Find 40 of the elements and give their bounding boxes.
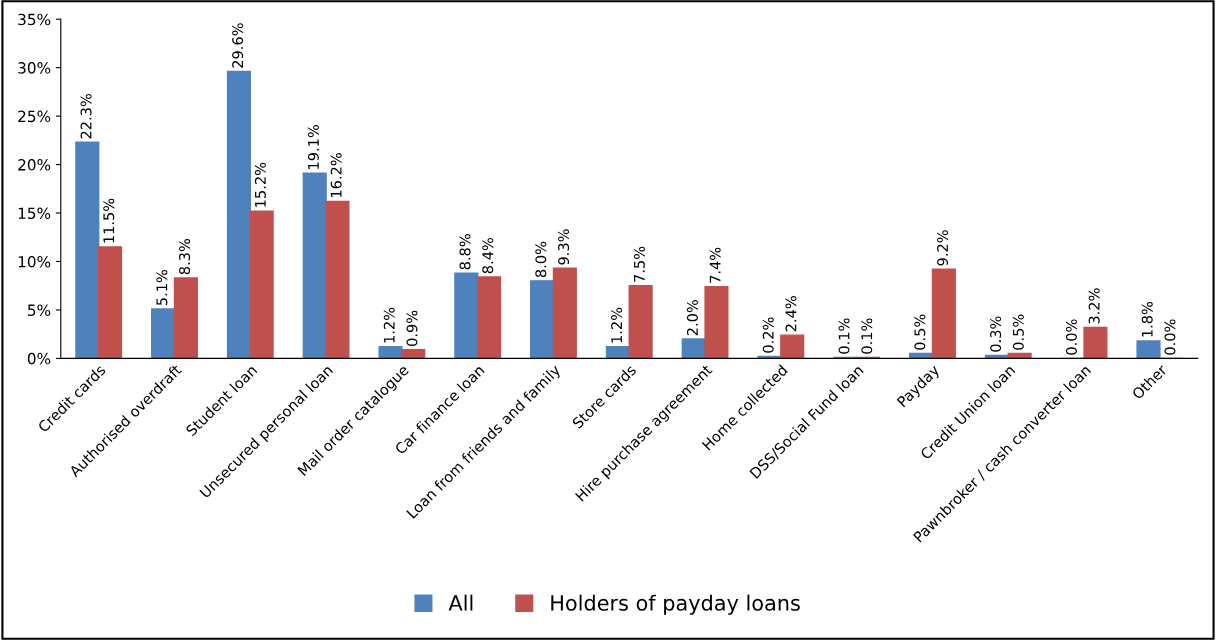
y-tick-label: 25%	[18, 110, 51, 123]
y-tick-label: 5%	[28, 304, 51, 316]
y-tick-label: 0%	[27, 352, 51, 365]
data-label: 0.1%	[861, 318, 873, 354]
data-label: 9.3%	[558, 229, 570, 265]
data-label: 3.2%	[1088, 288, 1100, 324]
data-label: 9.2%	[937, 230, 949, 266]
y-tick-label: 35%	[18, 13, 51, 26]
data-label: 5.1%	[156, 269, 168, 306]
data-label: 29.6%	[232, 23, 244, 68]
data-label: 1.2%	[611, 307, 623, 343]
data-label: 0.5%	[1012, 314, 1024, 350]
data-label: 22.3%	[80, 93, 92, 139]
data-label: 0.2%	[762, 317, 774, 353]
y-tick-label: 10%	[18, 255, 51, 268]
y-tick-label: 20%	[18, 159, 51, 171]
data-label: 8.8%	[459, 234, 471, 270]
data-label: 0.9%	[406, 310, 418, 346]
y-tick-label: 30%	[18, 62, 51, 74]
data-label: 0.0%	[1164, 319, 1176, 355]
data-label: 8.0%	[535, 241, 547, 278]
y-tick-label: 15%	[18, 207, 51, 220]
data-label: 8.4%	[482, 237, 494, 274]
data-label: 7.5%	[633, 246, 645, 282]
data-label: 0.5%	[914, 314, 926, 350]
data-label: 2.0%	[686, 299, 698, 336]
data-label: 1.8%	[1141, 301, 1153, 337]
data-label: 0.0%	[1065, 319, 1077, 355]
data-label: 11.5%	[103, 198, 115, 243]
data-label: 16.2%	[330, 153, 342, 198]
data-label: 0.1%	[838, 318, 850, 354]
data-label: 0.3%	[990, 316, 1002, 352]
legend-label: Holders of payday loans	[551, 594, 800, 615]
data-label: 7.4%	[709, 247, 721, 283]
data-label: 2.4%	[785, 296, 797, 332]
data-label: 1.2%	[383, 307, 395, 343]
legend-label: All	[448, 594, 473, 611]
data-label: 8.3%	[179, 238, 191, 275]
data-label: 15.2%	[254, 162, 266, 207]
data-label: 19.1%	[307, 124, 319, 169]
